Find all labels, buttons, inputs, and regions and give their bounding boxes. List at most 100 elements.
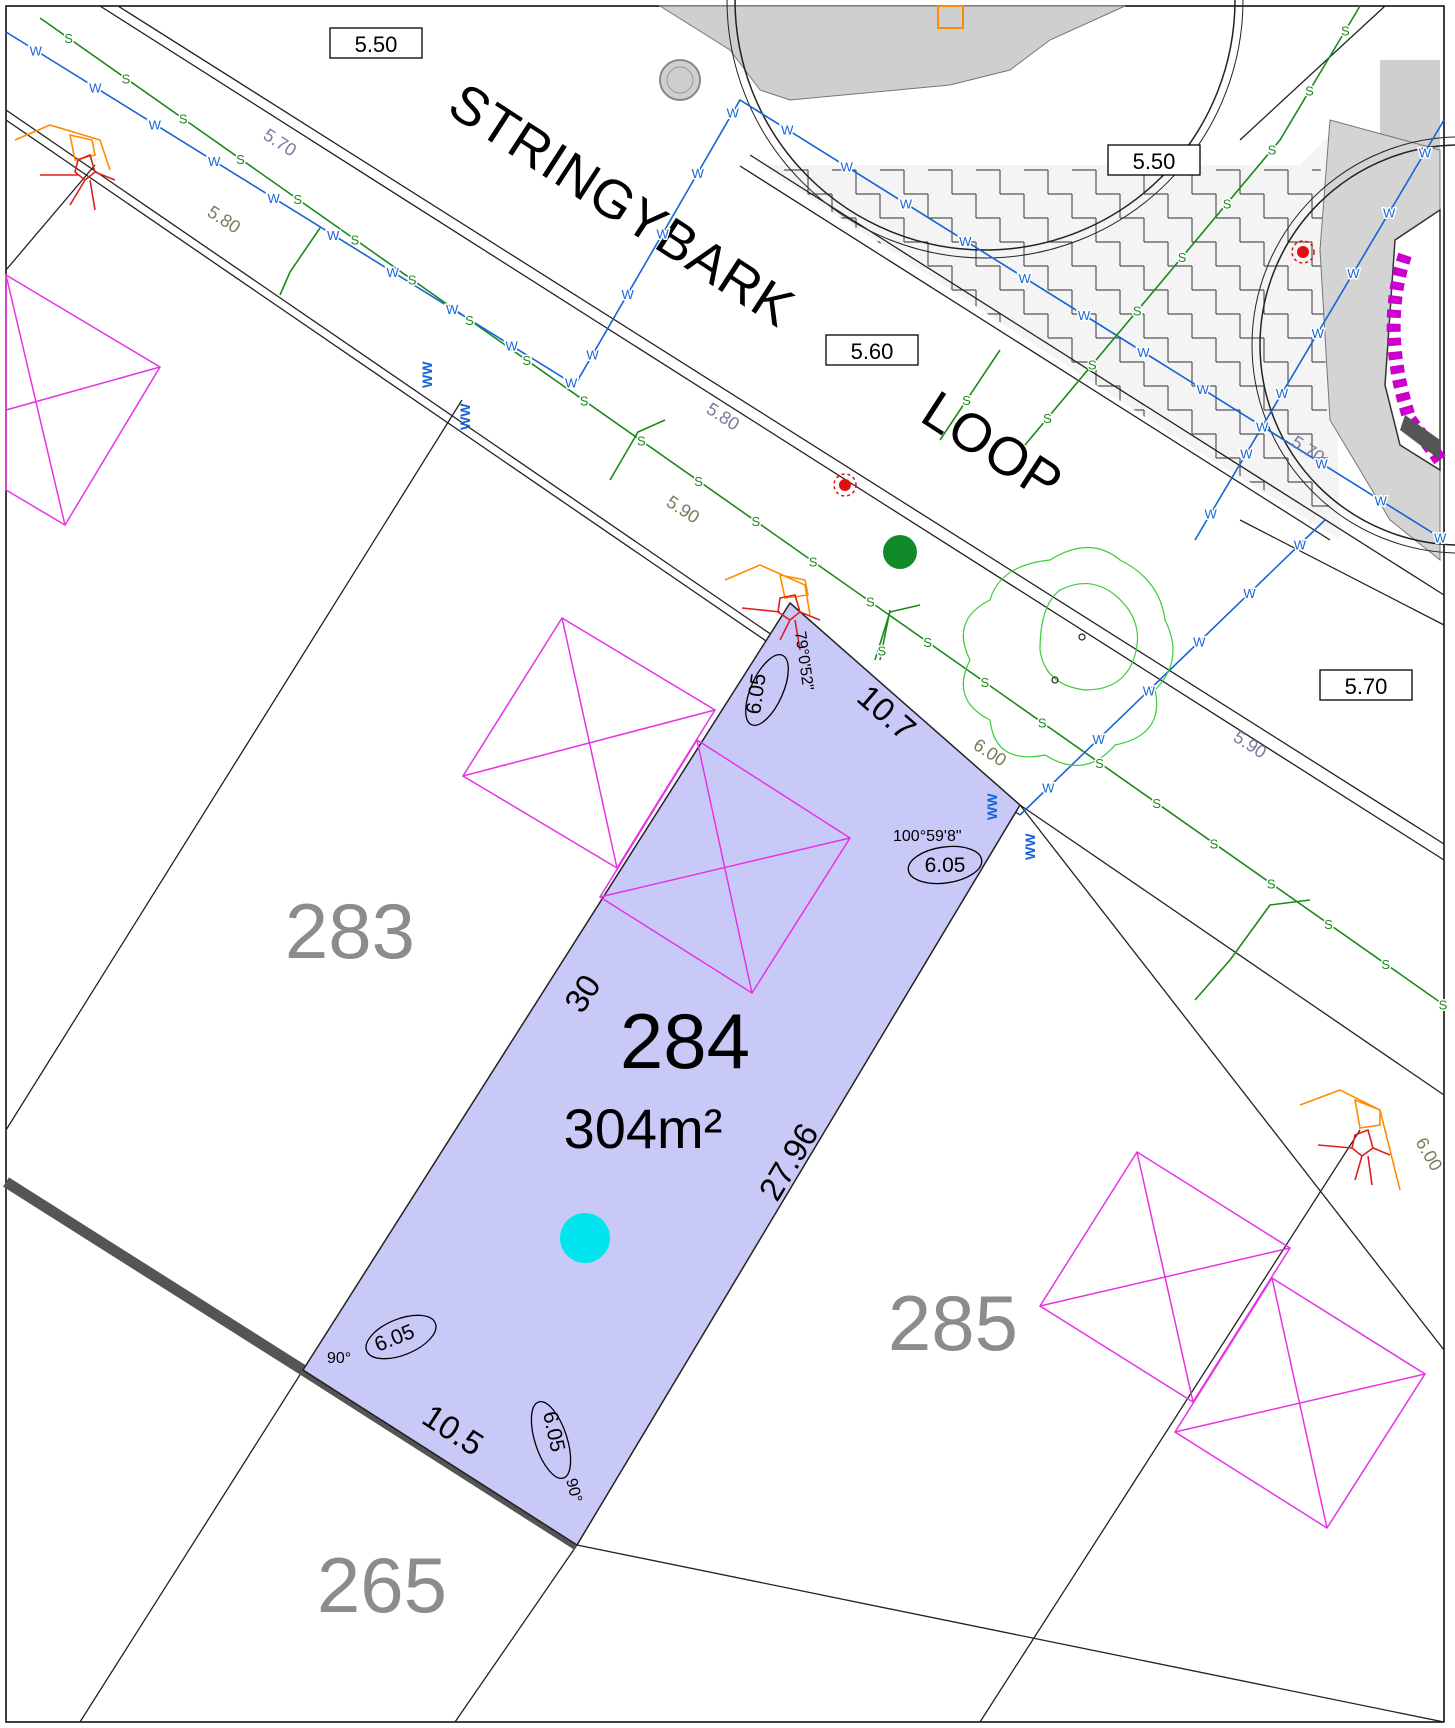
lot-number-285: 285 [888,1279,1018,1367]
paved-area [658,0,1455,562]
service-lines [5,5,1445,1006]
lot-area-284: 304m² [564,1097,723,1160]
service-line-labels: SSSSSSSSSSSSSSSSSSSSSSSSSSSSSSSSSSSWWWWW… [28,22,1449,1014]
water-marker: W [386,265,399,280]
water-marker: W [208,154,221,169]
water-marker: W [657,227,670,242]
roundabout-outline [734,0,1236,251]
water-marker: W [30,43,43,58]
envelope-lot-285-a [1038,1150,1292,1404]
angle-bottom-left: 90° [327,1350,351,1367]
sewer-marker: S [64,31,73,46]
sewer-marker: S [1038,716,1047,731]
tree-icon [962,547,1174,766]
sewer-marker: S [179,112,188,127]
valve-icon [40,153,1391,1186]
water-marker: W [1375,494,1388,509]
lot-number-265: 265 [317,1541,447,1629]
water-marker: W [1193,635,1206,650]
water-marker: W [1143,683,1156,698]
street-fixtures [14,124,1401,1263]
water-marker: W [1092,732,1105,747]
sewer-marker: S [465,313,474,328]
water-marker: W [1276,386,1289,401]
level-box-2: 5.50 [1133,149,1176,174]
lot-284-parcel[interactable] [301,601,1021,1547]
water-marker: W [268,191,281,206]
water-marker: W [1347,266,1360,281]
water-meter-icon: WW [1022,833,1038,860]
level-box-3: 5.60 [851,339,894,364]
sewer-marker: S [866,595,875,610]
pit-icon [14,124,1401,1191]
water-marker: W [327,228,340,243]
sewer-marker: S [694,474,703,489]
water-meter-icon: WW [984,793,1000,820]
water-marker: W [89,80,102,95]
lot-number-284: 284 [620,997,750,1085]
sewer-marker: S [809,554,818,569]
level-box-1: 5.50 [355,32,398,57]
water-marker: W [1419,145,1432,160]
water-marker: W [840,160,853,175]
envelope-lot-285-b [1173,1276,1427,1530]
water-marker: W [1137,345,1150,360]
sewer-marker: S [1381,957,1390,972]
sewer-marker: S [637,434,646,449]
water-marker: W [565,376,578,391]
water-marker: W [727,105,740,120]
sewer-marker: S [351,232,360,247]
water-marker: W [446,302,459,317]
level-box-4: 5.70 [1345,674,1388,699]
water-marker: W [692,166,705,181]
sewer-marker: S [1324,917,1333,932]
sewer-marker: S [878,644,887,659]
building-envelopes [5,273,1427,1530]
sewer-marker: S [1439,997,1448,1012]
water-marker: W [621,287,634,302]
connection-point-icon [883,535,917,569]
envelope-lot-283-b [461,616,717,870]
sewer-marker: S [1088,357,1097,372]
sewer-marker: S [408,273,417,288]
sewer-marker: S [293,192,302,207]
water-marker: W [900,197,913,212]
truncation-label: 6.05 [925,854,966,877]
water-marker: W [781,123,794,138]
water-meter-icon: WW [457,403,473,430]
sewer-marker: S [1152,796,1161,811]
street-light-icon [833,240,1315,497]
sewer-marker: S [580,393,589,408]
sewer-marker: S [1267,877,1276,892]
water-marker: W [1042,781,1055,796]
water-marker: W [1256,419,1269,434]
sewer-marker: S [1133,304,1142,319]
angle-bottom-right: 90° [562,1477,585,1505]
water-marker: W [1197,382,1210,397]
sewer-marker: S [1223,196,1232,211]
level-boxes: 5.50 5.50 5.60 5.70 [329,27,1413,701]
sewer-marker: S [236,152,245,167]
lot-marker-icon[interactable] [560,1213,610,1263]
sewer-marker: S [923,635,932,650]
lot-number-283: 283 [285,887,415,975]
sewer-marker: S [1210,836,1219,851]
sewer-marker: S [751,514,760,529]
sewer-marker: S [122,71,131,86]
sewer-marker: S [981,675,990,690]
water-marker: W [1243,586,1256,601]
lot-boundaries [5,164,1445,1723]
water-marker: W [149,117,162,132]
water-marker: W [1078,308,1091,323]
water-marker: W [1312,326,1325,341]
angle-top-right: 100°59'8" [893,828,962,845]
drain-grate-icon [659,59,701,101]
water-marker: W [1383,206,1396,221]
sewer-marker: S [1341,24,1350,39]
water-meter-icon: WW [419,361,435,388]
water-marker: W [1294,537,1307,552]
envelope-lot-284 [598,738,852,995]
water-marker: W [1315,456,1328,471]
sewer-marker: S [1178,250,1187,265]
